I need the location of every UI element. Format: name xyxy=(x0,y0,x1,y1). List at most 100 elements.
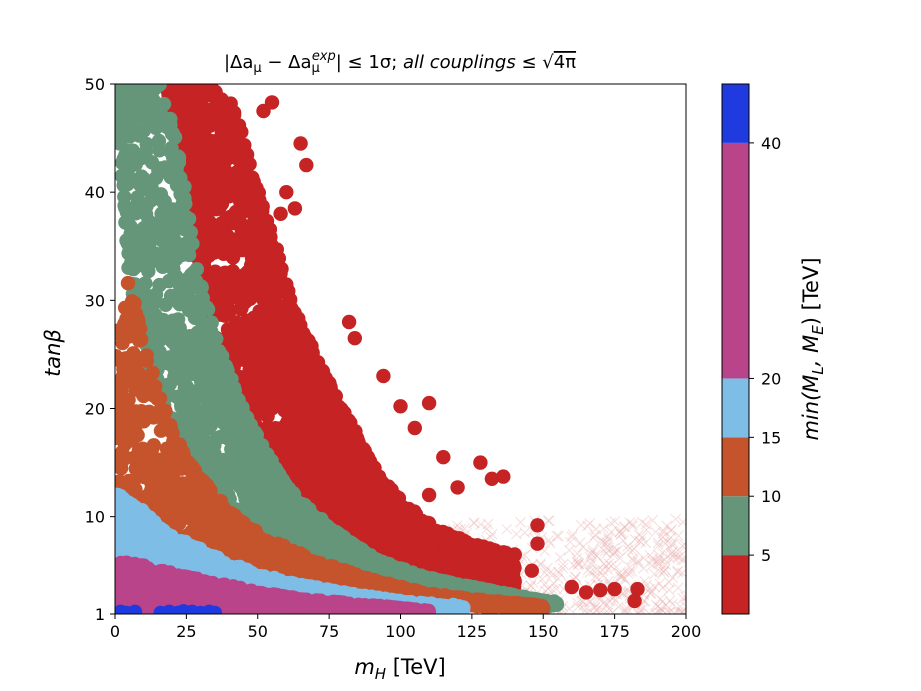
excluded-cross-marker xyxy=(615,571,627,583)
excluded-cross-marker xyxy=(482,518,494,530)
scatter-point-below-5tev xyxy=(249,183,265,198)
scatter-point-below-5tev xyxy=(233,206,249,221)
excluded-cross-marker xyxy=(679,538,686,550)
excluded-cross-marker xyxy=(632,555,644,567)
scatter-point-below-5tev xyxy=(330,460,345,476)
excluded-cross-marker xyxy=(603,544,615,556)
excluded-cross-marker xyxy=(602,533,614,545)
scatter-point-below-5tev xyxy=(314,474,329,489)
excluded-cross-marker xyxy=(551,530,563,542)
scatter-point-below-5tev xyxy=(303,440,319,455)
excluded-cross-marker xyxy=(475,519,486,530)
excluded-cross-marker xyxy=(654,593,666,605)
excluded-cross-marker xyxy=(615,569,627,580)
excluded-cross-marker xyxy=(644,549,656,561)
excluded-cross-marker xyxy=(571,548,583,560)
excluded-cross-marker xyxy=(615,529,627,541)
excluded-cross-marker xyxy=(610,561,622,573)
scatter-point-below-5tev xyxy=(288,425,304,440)
excluded-cross-marker xyxy=(614,552,626,564)
scatter-point-below-5tev xyxy=(242,156,257,172)
excluded-cross-marker xyxy=(622,544,634,556)
excluded-cross-marker xyxy=(601,548,612,559)
scatter-point-below-5tev xyxy=(324,432,339,447)
scatter-point-below-5tev xyxy=(564,579,579,595)
excluded-cross-marker xyxy=(645,588,656,600)
scatter-point-below-5tev xyxy=(237,138,252,153)
scatter-point-below-5tev xyxy=(279,379,295,394)
excluded-cross-marker xyxy=(674,550,686,562)
excluded-cross-marker xyxy=(678,608,686,614)
excluded-cross-marker xyxy=(624,566,635,578)
excluded-cross-marker xyxy=(659,564,671,575)
scatter-point-5-10tev xyxy=(175,360,191,376)
excluded-cross-marker xyxy=(527,576,539,588)
scatter-point-below-5tev xyxy=(253,262,269,277)
scatter-point-below-5tev xyxy=(259,213,275,229)
scatter-point-below-5tev xyxy=(279,277,294,292)
excluded-cross-marker xyxy=(468,517,480,529)
excluded-cross-marker xyxy=(626,566,638,577)
excluded-cross-marker xyxy=(638,552,649,564)
scatter-point-5-10tev xyxy=(117,174,132,189)
excluded-cross-marker xyxy=(654,566,666,577)
excluded-cross-marker xyxy=(689,598,699,608)
excluded-cross-marker xyxy=(617,535,629,546)
scatter-point-below-5tev xyxy=(224,275,239,290)
excluded-cross-marker xyxy=(681,601,686,613)
excluded-cross-marker xyxy=(688,606,698,616)
scatter-point-below-5tev xyxy=(507,547,522,562)
excluded-cross-marker xyxy=(615,525,626,537)
excluded-cross-marker xyxy=(586,555,598,567)
excluded-cross-marker xyxy=(614,567,625,579)
scatter-point-below-5tev xyxy=(269,242,284,257)
excluded-cross-marker xyxy=(657,596,668,607)
scatter-point-below-5tev xyxy=(245,170,260,185)
excluded-cross-marker xyxy=(571,553,583,564)
excluded-cross-marker xyxy=(618,521,630,533)
excluded-cross-marker xyxy=(519,527,531,538)
excluded-cross-marker xyxy=(612,544,623,556)
scatter-point-5-10tev xyxy=(148,307,163,323)
excluded-cross-marker xyxy=(652,540,664,551)
excluded-cross-marker xyxy=(597,570,609,582)
scatter-point-below-5tev xyxy=(250,230,266,245)
excluded-cross-marker xyxy=(658,566,670,578)
excluded-cross-marker xyxy=(670,513,682,525)
scatter-point-below-5tev xyxy=(263,229,278,245)
excluded-cross-marker xyxy=(591,550,603,562)
scatter-point-below-5tev xyxy=(257,325,272,341)
excluded-cross-marker xyxy=(589,602,601,614)
excluded-cross-marker xyxy=(626,545,638,556)
scatter-point-below-5tev xyxy=(283,292,298,307)
excluded-cross-marker xyxy=(668,552,680,563)
scatter-point-5-10tev xyxy=(175,196,190,211)
scatter-point-below-5tev xyxy=(263,377,278,392)
excluded-cross-marker xyxy=(552,566,564,578)
excluded-cross-marker xyxy=(573,558,584,570)
scatter-point-below-5tev xyxy=(215,293,231,308)
excluded-cross-marker xyxy=(639,595,651,607)
excluded-cross-marker xyxy=(610,594,621,606)
scatter-point-below-5tev xyxy=(347,331,362,346)
scatter-point-below-5tev xyxy=(277,399,292,415)
excluded-cross-marker xyxy=(600,542,612,553)
excluded-cross-marker xyxy=(557,558,569,570)
scatter-point-below-5tev xyxy=(450,480,465,495)
excluded-cross-marker xyxy=(665,525,677,537)
excluded-cross-marker xyxy=(629,534,641,545)
excluded-cross-marker xyxy=(603,558,615,569)
excluded-cross-marker xyxy=(602,531,614,542)
scatter-point-below-5tev xyxy=(376,368,391,384)
excluded-cross-marker xyxy=(619,521,631,533)
excluded-cross-marker xyxy=(641,524,652,536)
excluded-cross-marker xyxy=(652,601,664,612)
scatter-point-below-5tev xyxy=(627,593,642,609)
excluded-cross-marker xyxy=(604,595,616,607)
scatter-point-below-5tev xyxy=(524,563,539,578)
excluded-cross-marker xyxy=(638,563,649,574)
excluded-cross-marker xyxy=(640,537,652,549)
scatter-point-below-5tev xyxy=(398,538,413,553)
excluded-cross-marker xyxy=(627,518,638,530)
scatter-point-below-5tev xyxy=(383,526,398,541)
